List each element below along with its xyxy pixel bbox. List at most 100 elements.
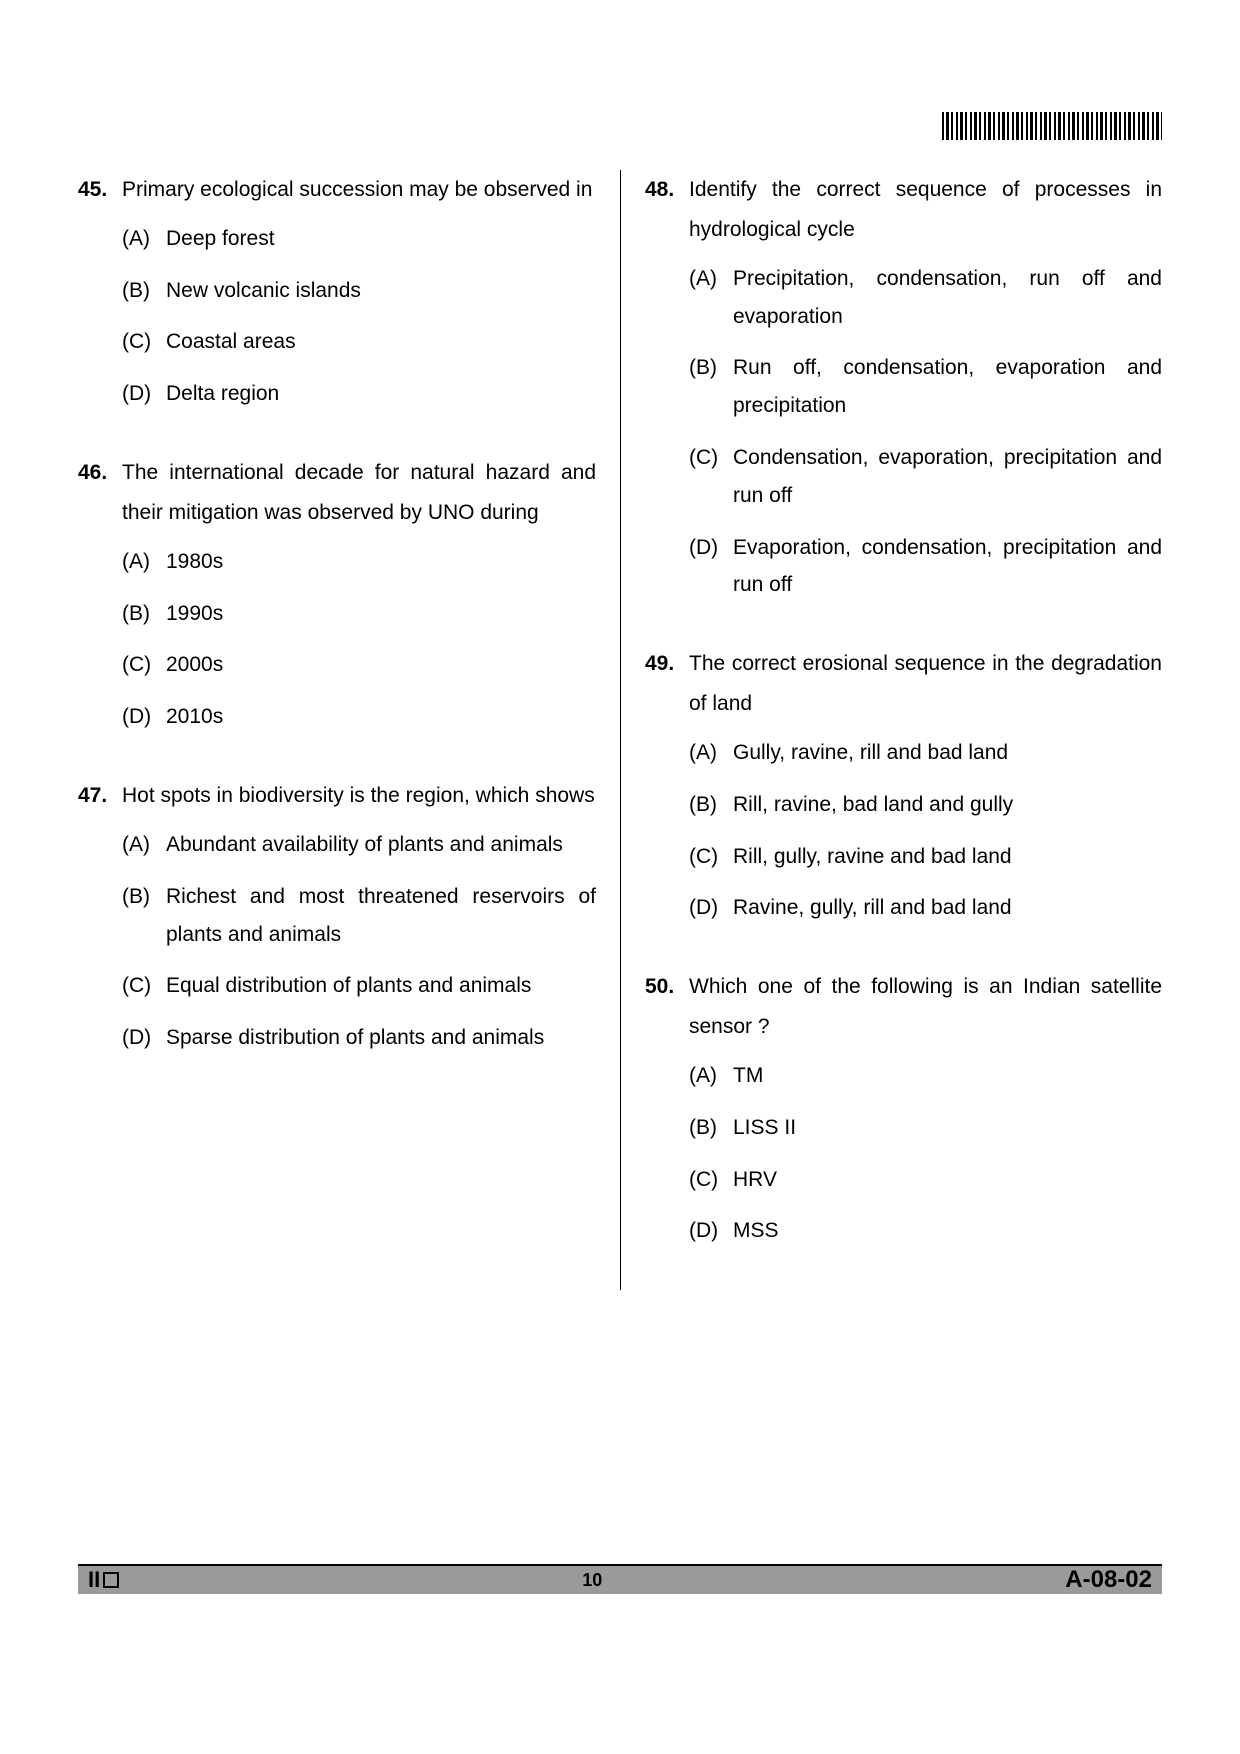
option-label: (A) (122, 220, 166, 258)
question-number: 45. (78, 170, 122, 210)
question: 49.The correct erosional sequence in the… (645, 644, 1162, 927)
option: (B)Rill, ravine, bad land and gully (689, 786, 1162, 824)
option-text: Run off, condensation, evaporation and p… (733, 349, 1162, 425)
options-list: (A)Precipitation, condensation, run off … (689, 260, 1162, 604)
option-label: (B) (122, 878, 166, 954)
options-list: (A)Deep forest(B)New volcanic islands(C)… (122, 220, 596, 413)
option-text: Delta region (166, 375, 596, 413)
question-text: Primary ecological succession may be obs… (122, 170, 596, 210)
option: (A)Precipitation, condensation, run off … (689, 260, 1162, 336)
option-text: Rill, ravine, bad land and gully (733, 786, 1162, 824)
option-label: (A) (122, 543, 166, 581)
option-label: (B) (122, 272, 166, 310)
question: 48.Identify the correct sequence of proc… (645, 170, 1162, 604)
option-text: Gully, ravine, rill and bad land (733, 734, 1162, 772)
option: (C)Equal distribution of plants and anim… (122, 967, 596, 1005)
option: (B)Richest and most threatened reservoir… (122, 878, 596, 954)
question-row: 45.Primary ecological succession may be … (78, 170, 596, 210)
option: (B)1990s (122, 595, 596, 633)
option: (C)2000s (122, 646, 596, 684)
option: (D)MSS (689, 1212, 1162, 1250)
option: (B)LISS II (689, 1109, 1162, 1147)
option-text: Condensation, evaporation, precipitation… (733, 439, 1162, 515)
question-row: 47.Hot spots in biodiversity is the regi… (78, 776, 596, 816)
left-column: 45.Primary ecological succession may be … (78, 170, 620, 1290)
footer-left: II (88, 1567, 119, 1593)
option-text: 2010s (166, 698, 596, 736)
option: (A)1980s (122, 543, 596, 581)
option-text: LISS II (733, 1109, 1162, 1147)
option-text: Abundant availability of plants and anim… (166, 826, 596, 864)
option: (A)Abundant availability of plants and a… (122, 826, 596, 864)
option: (C)HRV (689, 1161, 1162, 1199)
footer-left-mark: II (88, 1567, 100, 1593)
questions-container: 45.Primary ecological succession may be … (78, 170, 1162, 1290)
barcode (942, 112, 1162, 140)
option: (C)Coastal areas (122, 323, 596, 361)
option-label: (D) (689, 1212, 733, 1250)
option-text: Precipitation, condensation, run off and… (733, 260, 1162, 336)
option: (A)TM (689, 1057, 1162, 1095)
option: (D)Delta region (122, 375, 596, 413)
option-text: New volcanic islands (166, 272, 596, 310)
option-text: Equal distribution of plants and animals (166, 967, 596, 1005)
option-label: (C) (689, 439, 733, 515)
option-text: MSS (733, 1212, 1162, 1250)
option-label: (C) (122, 646, 166, 684)
option: (A)Gully, ravine, rill and bad land (689, 734, 1162, 772)
question-number: 48. (645, 170, 689, 250)
option-label: (C) (122, 967, 166, 1005)
option-text: Rill, gully, ravine and bad land (733, 838, 1162, 876)
question-row: 50.Which one of the following is an Indi… (645, 967, 1162, 1047)
question-number: 47. (78, 776, 122, 816)
question-text: The correct erosional sequence in the de… (689, 644, 1162, 724)
option-label: (B) (689, 786, 733, 824)
question-text: Hot spots in biodiversity is the region,… (122, 776, 596, 816)
option: (D)Evaporation, condensation, precipitat… (689, 529, 1162, 605)
option-label: (B) (689, 349, 733, 425)
option: (B)New volcanic islands (122, 272, 596, 310)
page-number: 10 (582, 1570, 602, 1591)
question-number: 46. (78, 453, 122, 533)
options-list: (A)1980s (B)1990s (C)2000s (D)2010s (122, 543, 596, 736)
option-text: Deep forest (166, 220, 596, 258)
question: 45.Primary ecological succession may be … (78, 170, 596, 413)
option-text: 1990s (166, 595, 596, 633)
option-text: Evaporation, condensation, precipitation… (733, 529, 1162, 605)
option: (D)Sparse distribution of plants and ani… (122, 1019, 596, 1057)
question-row: 46.The international decade for natural … (78, 453, 596, 533)
option-label: (D) (122, 375, 166, 413)
option-label: (C) (689, 1161, 733, 1199)
option-text: HRV (733, 1161, 1162, 1199)
option-label: (D) (689, 529, 733, 605)
question-text: The international decade for natural haz… (122, 453, 596, 533)
option-label: (D) (689, 889, 733, 927)
question-row: 49.The correct erosional sequence in the… (645, 644, 1162, 724)
option-label: (A) (689, 1057, 733, 1095)
option: (A)Deep forest (122, 220, 596, 258)
option-label: (C) (122, 323, 166, 361)
option-text: Richest and most threatened reservoirs o… (166, 878, 596, 954)
question-number: 49. (645, 644, 689, 724)
options-list: (A)Gully, ravine, rill and bad land (B)Ri… (689, 734, 1162, 927)
options-list: (A)Abundant availability of plants and a… (122, 826, 596, 1057)
option-label: (B) (689, 1109, 733, 1147)
question-number: 50. (645, 967, 689, 1047)
option-text: 1980s (166, 543, 596, 581)
question: 47.Hot spots in biodiversity is the regi… (78, 776, 596, 1057)
question-text: Identify the correct sequence of process… (689, 170, 1162, 250)
option-label: (A) (689, 260, 733, 336)
question: 46.The international decade for natural … (78, 453, 596, 736)
option: (B)Run off, condensation, evaporation an… (689, 349, 1162, 425)
options-list: (A)TM(B)LISS II(C)HRV(D)MSS (689, 1057, 1162, 1250)
option: (D)2010s (122, 698, 596, 736)
option-text: TM (733, 1057, 1162, 1095)
option-label: (C) (689, 838, 733, 876)
option-text: Ravine, gully, rill and bad land (733, 889, 1162, 927)
option-label: (A) (122, 826, 166, 864)
option-label: (D) (122, 1019, 166, 1057)
question-text: Which one of the following is an Indian … (689, 967, 1162, 1047)
option: (C)Condensation, evaporation, precipitat… (689, 439, 1162, 515)
option-text: 2000s (166, 646, 596, 684)
question-row: 48.Identify the correct sequence of proc… (645, 170, 1162, 250)
